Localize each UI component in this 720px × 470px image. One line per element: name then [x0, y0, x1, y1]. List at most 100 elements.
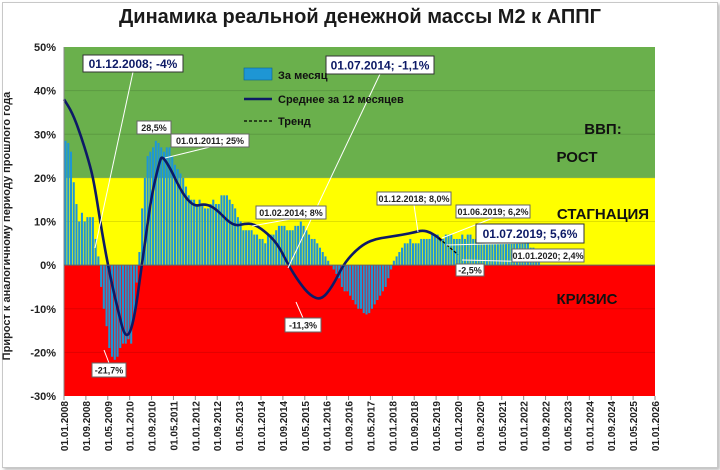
bar	[403, 243, 406, 266]
annotation-leader	[94, 71, 134, 249]
bars-layer	[64, 140, 540, 360]
bar	[184, 186, 187, 266]
lines-layer	[62, 98, 459, 337]
bar	[160, 147, 163, 266]
bar	[392, 260, 395, 266]
bar	[305, 230, 308, 266]
bar	[250, 230, 253, 266]
annotation-label: 01.02.2014; 8%	[259, 208, 323, 218]
bar	[214, 204, 218, 266]
y-tick-label: -10%	[30, 304, 56, 316]
bar	[442, 238, 445, 266]
bar	[496, 230, 499, 266]
legend-label: За месяц	[278, 70, 328, 82]
bar	[332, 265, 335, 270]
bar	[264, 243, 267, 266]
y-tick-label: 30%	[34, 129, 56, 141]
bar	[472, 238, 475, 266]
zone-label: СТАГНАЦИЯ	[557, 206, 649, 223]
x-tick-label: 01.05.2023	[563, 401, 574, 451]
y-tick-label: 0%	[40, 260, 56, 272]
bar	[343, 265, 346, 292]
annotation-label: 01.06.2019; 6,2%	[457, 207, 528, 217]
bar	[354, 265, 357, 305]
y-tick-label: 10%	[34, 217, 56, 229]
bar	[163, 151, 166, 266]
bar	[409, 238, 412, 266]
x-tick-label: 01.05.2017	[366, 401, 377, 451]
y-tick-label: 50%	[34, 42, 56, 54]
bar	[360, 265, 363, 309]
bar	[401, 247, 404, 266]
bar	[288, 230, 291, 266]
bar	[102, 265, 105, 309]
bar	[143, 177, 146, 266]
bar	[187, 195, 190, 266]
bar	[310, 238, 313, 266]
bar	[474, 238, 477, 266]
bar	[510, 230, 513, 266]
bar	[231, 204, 234, 266]
annotation-box	[455, 204, 531, 219]
x-tick-label: 01.01.2020	[454, 401, 465, 451]
bar	[455, 238, 458, 266]
annotation-label: -11,3%	[289, 321, 317, 331]
bar	[390, 265, 393, 270]
x-tick-label: 01.01.2010	[126, 401, 137, 451]
bar	[225, 195, 228, 266]
bar	[272, 234, 275, 266]
bar	[75, 204, 78, 266]
bar	[321, 252, 324, 266]
bar	[431, 234, 434, 266]
x-tick-label: 01.09.2018	[410, 401, 421, 451]
bar	[365, 265, 368, 315]
bar	[425, 238, 428, 266]
bar	[450, 234, 453, 266]
annotation-label: 01.07.2014; -1,1%	[331, 59, 430, 73]
bar	[297, 225, 300, 266]
bar	[258, 238, 261, 266]
bar	[507, 230, 510, 266]
bar	[324, 256, 327, 266]
x-tick-label: 01.05.2011	[169, 401, 180, 451]
annotation-leader	[251, 218, 292, 227]
bar	[89, 217, 92, 266]
bar	[217, 204, 220, 266]
bar	[370, 265, 373, 309]
bar	[275, 230, 278, 266]
x-tick-label: 01.09.2024	[607, 401, 618, 451]
bar	[266, 234, 270, 266]
bar	[485, 234, 488, 266]
annotation-leader	[164, 146, 211, 159]
bar	[69, 151, 73, 266]
bar	[422, 238, 425, 266]
annotation-leader	[103, 349, 110, 364]
bar	[318, 247, 322, 266]
bar	[157, 142, 160, 266]
bar	[132, 265, 135, 318]
bar	[483, 230, 486, 266]
x-tick-label: 01.01.2008	[60, 401, 71, 451]
annotation-box	[284, 317, 322, 333]
bar	[346, 265, 349, 292]
bar	[340, 265, 343, 287]
bar	[223, 195, 226, 266]
x-tick-label: 01.01.2018	[388, 401, 399, 451]
x-tick-label: 01.01.2022	[520, 401, 531, 451]
annotation-label: -21,7%	[95, 366, 124, 376]
axes-layer: 50% 40% 30% 20% 10% 0% -10% -20% -30% 01.01.2008 0…	[30, 42, 662, 451]
chart-title: Динамика реальной денежной массы М2 к АП…	[119, 6, 601, 28]
bar	[439, 238, 442, 266]
bar	[494, 230, 497, 266]
x-tick-label: 01.01.2024	[585, 401, 596, 451]
bar	[171, 156, 174, 266]
bar	[195, 204, 198, 266]
zone-band-2	[64, 265, 655, 396]
bar	[198, 199, 201, 266]
bar	[398, 252, 401, 266]
bar	[146, 156, 149, 266]
bar	[349, 265, 352, 296]
bar	[477, 234, 480, 266]
x-tick-label: 01.09.2008	[82, 401, 93, 451]
bar	[420, 238, 423, 266]
